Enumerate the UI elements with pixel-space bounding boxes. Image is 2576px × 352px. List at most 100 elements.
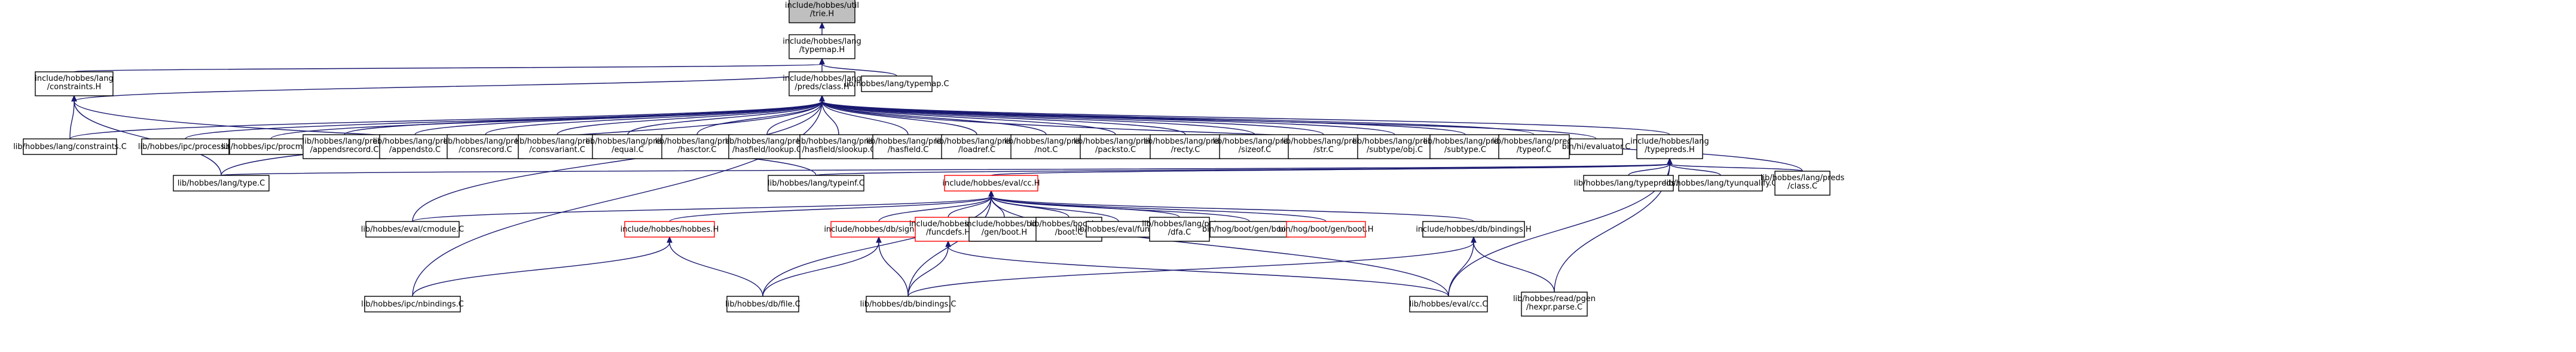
node-include-hobbes-lang-typemap-h[interactable]: include/hobbes/lang/typemap.H — [783, 34, 861, 59]
edge-line — [412, 242, 670, 297]
node-label: lib/hobbes/lang/preds — [586, 137, 670, 146]
node-lib-hobbes-eval-cmodule-c[interactable]: lib/hobbes/eval/cmodule.C — [361, 221, 464, 238]
node-label: lib/hobbes/lang/typeinf.C — [768, 179, 864, 188]
node-include-hobbes-util-trie-h[interactable]: include/hobbes/util/trie.H — [785, 0, 859, 23]
dependency-edge — [557, 95, 825, 135]
node-lib-hobbes-lang-preds-sizeof-c[interactable]: lib/hobbes/lang/preds/sizeof.C — [1213, 134, 1297, 159]
node-lib-hobbes-lang-typeinf-c[interactable]: lib/hobbes/lang/typeinf.C — [768, 175, 864, 192]
node-lib-hobbes-lang-preds-hasctor-c[interactable]: lib/hobbes/lang/preds/hasctor.C — [655, 134, 740, 159]
dependency-edge — [69, 95, 77, 139]
dependency-edge — [412, 190, 994, 222]
edge-line — [1473, 242, 1555, 293]
node-bin-hog-boot-gen-boot-h[interactable]: bin/hog/boot/gen/boot.H — [1279, 221, 1374, 238]
dependency-edge — [667, 236, 763, 297]
node-lib-hobbes-lang-preds-appendsrecord-c[interactable]: lib/hobbes/lang/preds/appendsrecord.C — [302, 134, 387, 159]
dependency-edge — [412, 95, 825, 297]
node-label: /constraints.H — [47, 83, 102, 92]
node-include-hobbes-lang-preds-class-h[interactable]: include/hobbes/lang/preds/class.H — [783, 71, 861, 96]
node-lib-hobbes-lang-type-c[interactable]: lib/hobbes/lang/type.C — [173, 175, 270, 192]
node-box — [789, 71, 855, 96]
node-label: lib/hobbes/lang/preds — [1144, 137, 1228, 146]
node-label: lib/hobbes/lang/preds — [1761, 174, 1845, 183]
node-lib-hobbes-lang-preds-recty-c[interactable]: lib/hobbes/lang/preds/recty.C — [1144, 134, 1228, 159]
dependency-edge — [819, 95, 1803, 172]
node-lib-hobbes-lang-typepreds-c[interactable]: lib/hobbes/lang/typepreds.C — [1574, 175, 1683, 192]
node-label: include/hobbes/db/bindings.H — [1416, 225, 1531, 234]
node-label: lib/hobbes/lang/typemap.C — [844, 80, 949, 89]
node-include-hobbes-lang-constraints-h[interactable]: include/hobbes/lang/constraints.H — [35, 71, 114, 96]
node-lib-hobbes-db-bindings-c[interactable]: lib/hobbes/db/bindings.C — [860, 296, 957, 312]
edge-line — [991, 196, 1474, 222]
node-bin-hog-boot-gen-boot-c[interactable]: bin/hog/boot/gen/boot.C — [1202, 221, 1297, 238]
edge-line — [1628, 163, 1670, 176]
edge-line — [69, 101, 75, 139]
node-lib-hobbes-lang-tyunqualify-c[interactable]: lib/hobbes/lang/tyunqualify.C — [1664, 175, 1777, 192]
node-lib-hobbes-lang-preds-subtype-c[interactable]: lib/hobbes/lang/preds/subtype.C — [1423, 134, 1508, 159]
node-include-hobbes-lang-typepreds-h[interactable]: include/hobbes/lang/typepreds.H — [1630, 134, 1709, 159]
edge-line — [821, 101, 977, 135]
node-label: lib/hobbes/lang/pat — [1142, 220, 1217, 229]
node-label: include/hobbes/eval/cc.H — [942, 179, 1040, 188]
node-lib-hobbes-eval-func-c[interactable]: lib/hobbes/eval/func.C — [1075, 221, 1162, 238]
node-lib-hobbes-lang-typemap-c[interactable]: lib/hobbes/lang/typemap.C — [844, 75, 949, 92]
node-lib-hobbes-ipc-nbindings-c[interactable]: lib/hobbes/ipc/nbindings.C — [361, 296, 464, 312]
node-lib-hobbes-lang-constraints-c[interactable]: lib/hobbes/lang/constraints.C — [13, 138, 127, 155]
node-label: lib/hobbes/lang/preds — [1282, 137, 1366, 146]
node-label: bin/hog/boot/gen/boot.C — [1202, 225, 1297, 234]
node-lib-hobbes-lang-preds-packsto-c[interactable]: lib/hobbes/lang/preds/packsto.C — [1074, 134, 1158, 159]
node-label: /loadref.C — [958, 145, 995, 154]
node-label: lib/hobbes/lang/preds — [1423, 137, 1508, 146]
node-box — [1429, 134, 1501, 159]
node-label: lib/hobbes/eval/func.C — [1075, 225, 1162, 234]
node-label: lib/hobbes/lang/preds — [373, 137, 457, 146]
node-lib-hobbes-lang-preds-str-c[interactable]: lib/hobbes/lang/preds/str.C — [1282, 134, 1366, 159]
node-include-hobbes-db-signals-h[interactable]: include/hobbes/db/signals.H — [824, 221, 934, 238]
edge-line — [74, 63, 823, 72]
node-lib-hobbes-lang-preds-consrecord-c[interactable]: lib/hobbes/lang/preds/consrecord.C — [444, 134, 528, 159]
node-label: lib/hobbes/lang/preds — [1492, 137, 1576, 146]
node-lib-hobbes-lang-preds-equal-c[interactable]: lib/hobbes/lang/preds/equal.C — [586, 134, 670, 159]
node-box — [1569, 138, 1623, 155]
arrowhead — [667, 236, 673, 243]
node-include-hobbes-eval-cc-h[interactable]: include/hobbes/eval/cc.H — [942, 175, 1040, 192]
node-lib-hobbes-db-file-c[interactable]: lib/hobbes/db/file.C — [725, 296, 800, 312]
node-box — [173, 175, 270, 192]
node-lib-hobbes-lang-preds-subtype-obj-c[interactable]: lib/hobbes/lang/preds/subtype/obj.C — [1353, 134, 1437, 159]
dependency-edge — [221, 157, 1673, 176]
dependency-edge — [69, 95, 825, 139]
node-lib-hobbes-lang-preds-hasfield-c[interactable]: lib/hobbes/lang/preds/hasfield.C — [866, 134, 951, 159]
node-label: /subtype.C — [1444, 145, 1486, 154]
node-lib-hobbes-ipc-procman-c[interactable]: lib/hobbes/ipc/procman.C — [221, 138, 320, 155]
node-bin-hi-evaluator-c[interactable]: bin/hi/evaluator.C — [1562, 138, 1631, 155]
node-box — [872, 134, 944, 159]
node-lib-hobbes-lang-preds-hasfield-slookup-c[interactable]: lib/hobbes/lang/preds/hasfield/slookup.C — [797, 134, 881, 159]
node-lib-hobbes-lang-pat-dfa-c[interactable]: lib/hobbes/lang/pat/dfa.C — [1142, 217, 1217, 242]
node-lib-hobbes-lang-preds-typeof-c[interactable]: lib/hobbes/lang/preds/typeof.C — [1492, 134, 1576, 159]
node-lib-hobbes-ipc-process-c[interactable]: lib/hobbes/ipc/process.C — [138, 138, 233, 155]
node-label: lib/hobbes/ipc/nbindings.C — [361, 300, 464, 309]
edge-line — [821, 101, 839, 135]
node-lib-hobbes-eval-cc-c[interactable]: lib/hobbes/eval/cc.C — [1409, 296, 1488, 312]
node-lib-hobbes-lang-preds-not-c[interactable]: lib/hobbes/lang/preds/not.C — [1004, 134, 1089, 159]
node-lib-hobbes-read-pgen-hexpr-parse-c[interactable]: lib/hobbes/read/pgen/hexpr.parse.C — [1513, 292, 1596, 317]
edge-line — [878, 196, 992, 222]
node-box — [1080, 134, 1151, 159]
node-label: lib/hobbes/lang/preds — [655, 137, 740, 146]
node-lib-hobbes-lang-preds-loadref-c[interactable]: lib/hobbes/lang/preds/loadref.C — [935, 134, 1019, 159]
dependency-edge — [991, 157, 1673, 176]
dependency-edge — [766, 95, 825, 135]
node-label: lib/hobbes/lang/preds — [302, 137, 387, 146]
node-include-hobbes-db-bindings-h[interactable]: include/hobbes/db/bindings.H — [1416, 221, 1532, 238]
node-label: lib/hobbes/ipc/procman.C — [221, 142, 320, 151]
edge-line — [991, 196, 1449, 297]
node-include-hobbes-hobbes-h[interactable]: include/hobbes/hobbes.H — [621, 221, 719, 238]
node-lib-hobbes-lang-preds-consvariant-c[interactable]: lib/hobbes/lang/preds/consvariant.C — [515, 134, 600, 159]
node-lib-hobbes-lang-preds-hasfield-lookup-c[interactable]: lib/hobbes/lang/preds/hasfield/lookup.C — [725, 134, 809, 159]
node-label: lib/hobbes/eval/cmodule.C — [361, 225, 464, 234]
node-include-hobbes-boot-gen-boot-h[interactable]: include/hobbes/boot/gen/boot.H — [965, 217, 1044, 242]
node-lib-hobbes-lang-preds-appendsto-c[interactable]: lib/hobbes/lang/preds/appendsto.C — [373, 134, 457, 159]
nodes-layer: include/hobbes/util/trie.H include/hobbes… — [13, 0, 1845, 317]
arrowhead — [819, 22, 825, 29]
node-lib-hobbes-lang-preds-class-c[interactable]: lib/hobbes/lang/preds/class.C — [1761, 171, 1845, 196]
node-label: /hasfield/lookup.C — [732, 145, 802, 154]
